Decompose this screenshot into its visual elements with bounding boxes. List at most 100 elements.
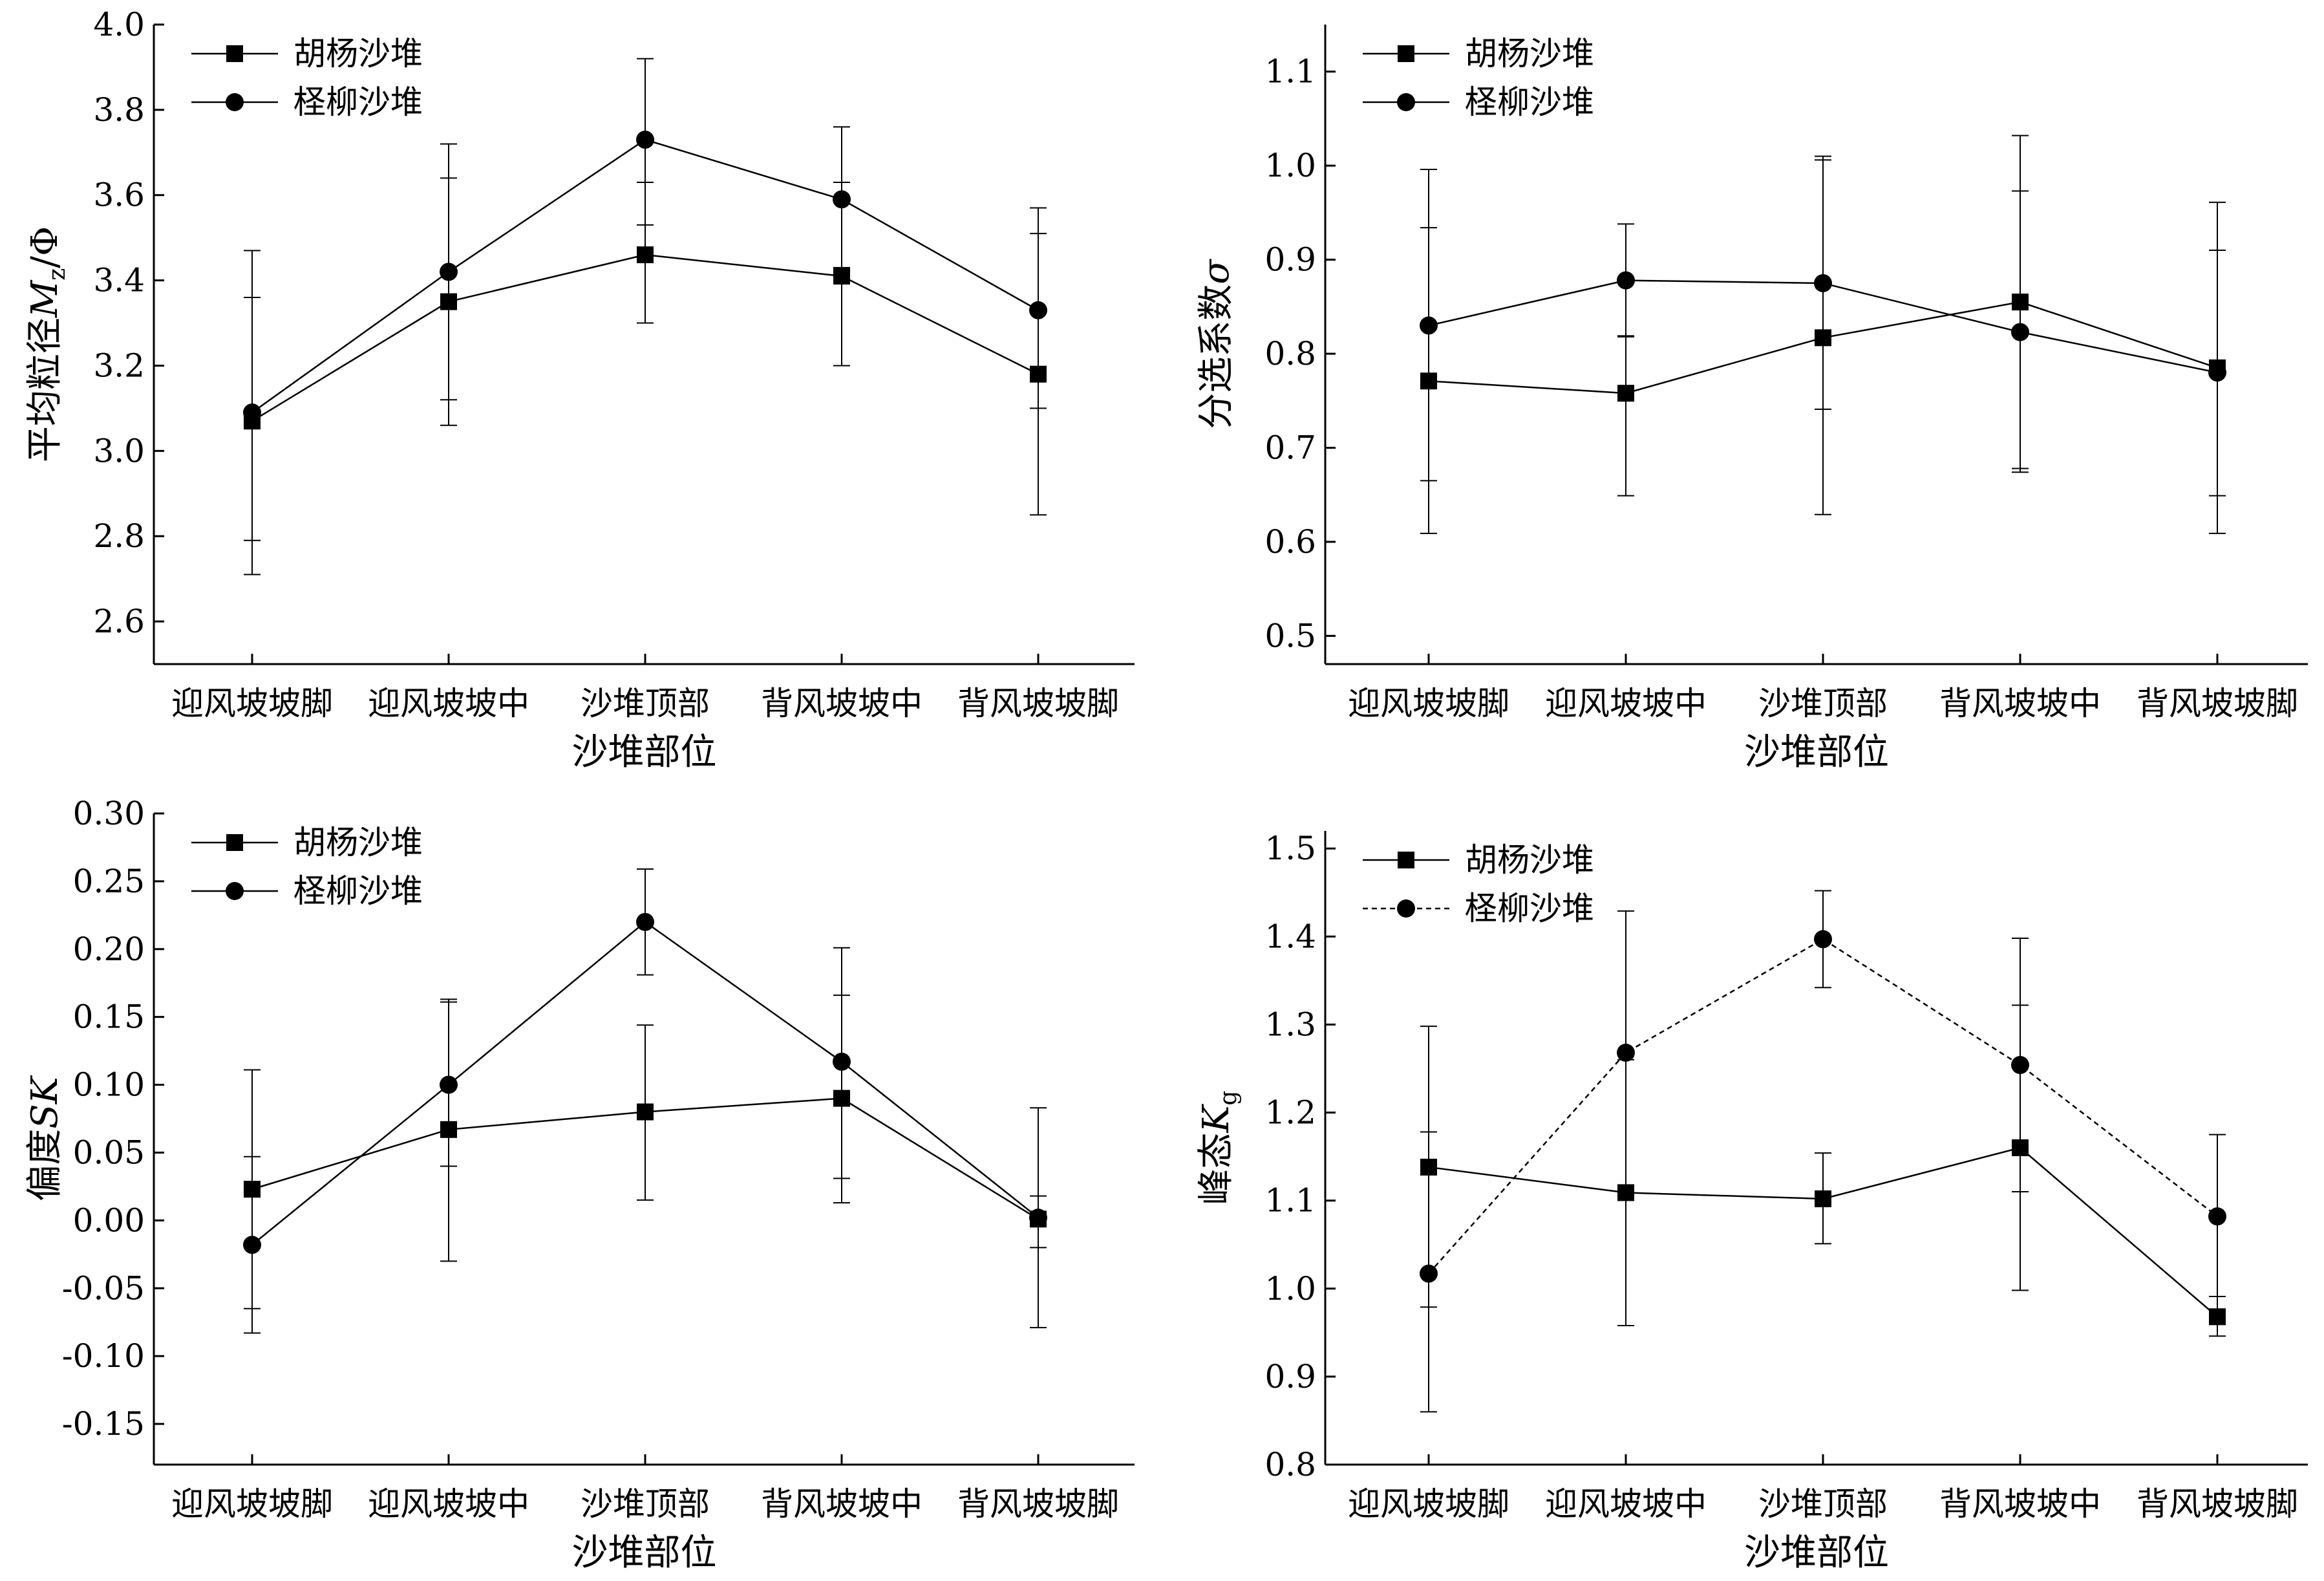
x-axis-title: 沙堆部位 bbox=[1744, 1532, 1889, 1574]
series-populus bbox=[1420, 1004, 2226, 1337]
series-populus bbox=[244, 177, 1047, 541]
legend-label: 胡杨沙堆 bbox=[293, 35, 423, 72]
data-point-square bbox=[637, 1103, 654, 1121]
y-tick-label: 3.8 bbox=[93, 91, 145, 129]
legend-marker-circle bbox=[226, 93, 244, 111]
y-tick-label: 0.25 bbox=[73, 863, 145, 900]
x-category-label: 背风坡坡脚 bbox=[2137, 685, 2298, 722]
data-point-circle bbox=[2208, 363, 2226, 382]
y-tick-label: 0.10 bbox=[73, 1066, 145, 1104]
x-category-label: 背风坡坡脚 bbox=[957, 1485, 1119, 1523]
series-tamarix bbox=[243, 58, 1047, 575]
x-category-label: 沙堆顶部 bbox=[581, 685, 710, 722]
y-tick-label: 0.05 bbox=[73, 1134, 145, 1171]
legend-marker-square bbox=[226, 45, 243, 62]
y-tick-label: 3.6 bbox=[93, 177, 145, 214]
legend-marker-square bbox=[226, 834, 243, 851]
legend-marker-circle bbox=[226, 882, 244, 900]
y-axis-title: 峰态Kg bbox=[1195, 1091, 1242, 1205]
legend-marker-circle bbox=[1397, 899, 1415, 918]
x-category-label: 沙堆顶部 bbox=[1758, 685, 1888, 722]
x-axis-title: 沙堆部位 bbox=[1744, 731, 1889, 773]
x-category-label: 迎风坡坡中 bbox=[368, 1485, 529, 1523]
x-category-label: 背风坡坡中 bbox=[761, 685, 922, 722]
y-tick-label: 1.0 bbox=[1264, 1270, 1316, 1307]
series-tamarix bbox=[243, 868, 1047, 1334]
x-axis-title: 沙堆部位 bbox=[572, 1532, 717, 1574]
y-tick-label: 1.0 bbox=[1264, 147, 1316, 184]
data-point-square bbox=[1815, 1190, 1831, 1207]
y-tick-label: 1.3 bbox=[1264, 1006, 1316, 1043]
data-point-circle bbox=[1814, 274, 1832, 292]
y-tick-label: 0.30 bbox=[73, 795, 145, 832]
data-point-circle bbox=[243, 1236, 261, 1254]
y-axis-title-variable: M bbox=[24, 279, 66, 318]
y-tick-label: -0.15 bbox=[62, 1405, 145, 1443]
y-axis-title-variable: K bbox=[1195, 1103, 1237, 1133]
data-point-circle bbox=[243, 403, 261, 422]
y-axis-title-main: 分选系数 bbox=[1195, 285, 1237, 429]
chart-sorting-coefficient: 0.5 0.6 0.7 0.8 0.9 1.0 1.1 迎风坡坡脚 迎风坡坡中 沙堆顶部 背风坡坡中… bbox=[1195, 25, 2308, 773]
data-point-circle bbox=[440, 263, 458, 281]
x-category-label: 迎风坡坡脚 bbox=[171, 1485, 333, 1523]
y-axis-title-main: 偏度 bbox=[24, 1129, 66, 1201]
y-tick-label: -0.05 bbox=[62, 1269, 145, 1307]
x-category-label: 背风坡坡脚 bbox=[2137, 1485, 2298, 1523]
y-tick-label: 0.20 bbox=[73, 930, 145, 968]
y-axis-title-subscript: z bbox=[44, 268, 70, 281]
data-point-square bbox=[833, 268, 850, 285]
y-tick-label: 0.15 bbox=[73, 998, 145, 1036]
x-category-label: 迎风坡坡中 bbox=[368, 685, 529, 722]
y-tick-label: 1.4 bbox=[1264, 918, 1316, 955]
y-tick-label: 1.5 bbox=[1264, 830, 1316, 867]
x-category-label: 迎风坡坡脚 bbox=[171, 685, 333, 722]
y-axis-title-tail: /Φ bbox=[24, 226, 66, 268]
y-tick-label: 0.9 bbox=[1264, 1358, 1316, 1395]
data-point-circle bbox=[1420, 1264, 1438, 1283]
y-tick-label: 0.9 bbox=[1264, 241, 1316, 279]
x-category-label: 迎风坡坡脚 bbox=[1348, 1485, 1509, 1523]
legend-label: 柽柳沙堆 bbox=[1465, 83, 1594, 121]
legend-label: 胡杨沙堆 bbox=[1465, 841, 1594, 879]
data-point-circle bbox=[2208, 1207, 2226, 1226]
legend-label: 胡杨沙堆 bbox=[1465, 35, 1594, 72]
y-axis-title-main: 峰态 bbox=[1195, 1132, 1237, 1205]
series-populus bbox=[244, 995, 1047, 1309]
legend-marker-square bbox=[1398, 852, 1414, 868]
data-point-circle bbox=[1029, 1209, 1047, 1227]
data-point-square bbox=[637, 246, 654, 264]
y-tick-label: 0.6 bbox=[1264, 523, 1316, 561]
x-category-label: 迎风坡坡中 bbox=[1545, 685, 1707, 722]
data-point-circle bbox=[1420, 316, 1438, 335]
y-tick-label: 0.5 bbox=[1264, 617, 1316, 654]
y-axis-title: 偏度SK bbox=[24, 1075, 66, 1201]
y-tick-label: 0.7 bbox=[1264, 429, 1316, 466]
legend-label: 柽柳沙堆 bbox=[1465, 890, 1594, 927]
y-axis-title-variable: σ bbox=[1195, 259, 1237, 285]
y-tick-label: 1.1 bbox=[1264, 53, 1316, 91]
y-tick-label: 0.00 bbox=[73, 1201, 145, 1239]
data-point-square bbox=[1617, 385, 1634, 402]
data-point-circle bbox=[636, 912, 654, 931]
data-point-square bbox=[2209, 1308, 2226, 1326]
y-tick-label: 2.8 bbox=[93, 517, 145, 555]
legend-label: 柽柳沙堆 bbox=[293, 872, 423, 910]
y-tick-label: 3.2 bbox=[93, 347, 145, 384]
data-point-circle bbox=[440, 1075, 458, 1094]
y-tick-label: -0.10 bbox=[62, 1337, 145, 1375]
y-tick-label: 1.1 bbox=[1264, 1182, 1316, 1220]
x-axis-title: 沙堆部位 bbox=[572, 731, 717, 773]
y-tick-label: 3.4 bbox=[93, 262, 145, 299]
x-category-label: 背风坡坡中 bbox=[761, 1485, 922, 1523]
data-point-circle bbox=[636, 131, 654, 149]
x-category-label: 背风坡坡中 bbox=[1939, 685, 2101, 722]
x-category-label: 沙堆顶部 bbox=[581, 1485, 710, 1523]
y-axis-title-variable: SK bbox=[24, 1075, 66, 1128]
series-tamarix bbox=[1420, 155, 2226, 497]
x-category-label: 沙堆顶部 bbox=[1758, 1485, 1888, 1523]
